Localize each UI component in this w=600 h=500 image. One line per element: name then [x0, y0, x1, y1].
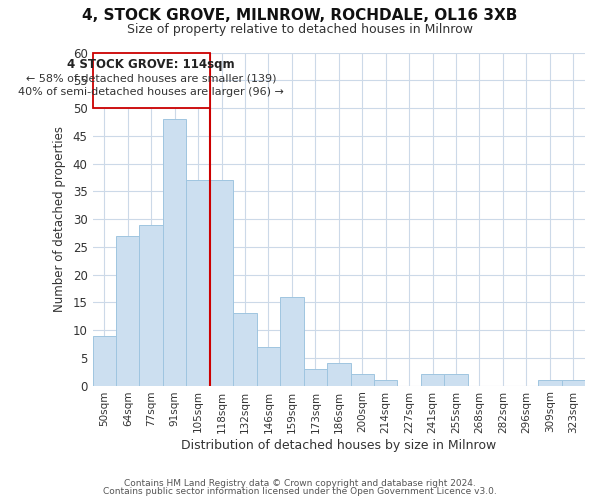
Text: 40% of semi-detached houses are larger (96) →: 40% of semi-detached houses are larger (… [18, 88, 284, 98]
Bar [562, 380, 585, 386]
Y-axis label: Number of detached properties: Number of detached properties [53, 126, 66, 312]
Text: ← 58% of detached houses are smaller (139): ← 58% of detached houses are smaller (13… [26, 74, 277, 84]
Text: 4 STOCK GROVE: 114sqm: 4 STOCK GROVE: 114sqm [67, 58, 235, 71]
Bar [445, 374, 468, 386]
Bar [187, 180, 210, 386]
Text: Contains HM Land Registry data © Crown copyright and database right 2024.: Contains HM Land Registry data © Crown c… [124, 478, 476, 488]
Bar [304, 369, 327, 386]
Bar [538, 380, 562, 386]
Bar [139, 224, 163, 386]
Text: Size of property relative to detached houses in Milnrow: Size of property relative to detached ho… [127, 22, 473, 36]
Text: 4, STOCK GROVE, MILNROW, ROCHDALE, OL16 3XB: 4, STOCK GROVE, MILNROW, ROCHDALE, OL16 … [82, 8, 518, 22]
Bar [374, 380, 397, 386]
Bar [327, 364, 350, 386]
Bar [257, 346, 280, 386]
Bar [92, 336, 116, 386]
Bar [421, 374, 445, 386]
Bar [210, 180, 233, 386]
Bar [233, 314, 257, 386]
Bar [350, 374, 374, 386]
X-axis label: Distribution of detached houses by size in Milnrow: Distribution of detached houses by size … [181, 440, 496, 452]
Bar [116, 236, 139, 386]
Bar [280, 297, 304, 386]
Text: Contains public sector information licensed under the Open Government Licence v3: Contains public sector information licen… [103, 487, 497, 496]
FancyBboxPatch shape [92, 52, 210, 108]
Bar [163, 119, 187, 386]
